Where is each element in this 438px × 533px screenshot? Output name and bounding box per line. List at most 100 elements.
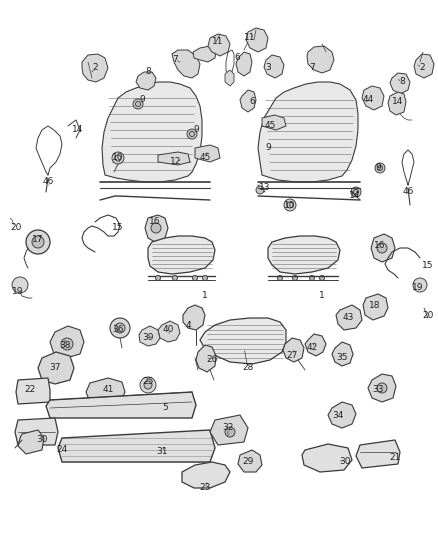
Text: 28: 28 (242, 364, 254, 373)
Text: 17: 17 (32, 236, 44, 245)
Text: 40: 40 (162, 326, 174, 335)
Polygon shape (208, 34, 230, 56)
Polygon shape (195, 145, 220, 162)
Polygon shape (390, 73, 410, 94)
Text: 45: 45 (199, 154, 211, 163)
Polygon shape (307, 46, 334, 73)
Polygon shape (238, 450, 262, 472)
Text: 43: 43 (343, 313, 354, 322)
Circle shape (155, 276, 160, 280)
Polygon shape (139, 326, 160, 346)
Text: 21: 21 (389, 454, 401, 463)
Polygon shape (305, 334, 326, 356)
Text: 25: 25 (142, 377, 154, 386)
Circle shape (26, 230, 50, 254)
Text: 38: 38 (59, 341, 71, 350)
Polygon shape (268, 236, 340, 274)
Text: 30: 30 (339, 457, 351, 466)
Circle shape (225, 427, 235, 437)
Text: 19: 19 (412, 284, 424, 293)
Text: 34: 34 (332, 410, 344, 419)
Polygon shape (328, 402, 356, 428)
Text: 27: 27 (286, 351, 298, 359)
Polygon shape (363, 294, 388, 320)
Polygon shape (236, 52, 252, 76)
Polygon shape (193, 46, 216, 62)
Circle shape (293, 276, 297, 280)
Text: 8: 8 (145, 68, 151, 77)
Text: 29: 29 (242, 457, 254, 466)
Circle shape (413, 278, 427, 292)
Polygon shape (371, 234, 395, 262)
Text: 35: 35 (336, 353, 348, 362)
Circle shape (112, 152, 124, 164)
Text: 6: 6 (234, 53, 240, 62)
Polygon shape (258, 82, 358, 182)
Text: 8: 8 (399, 77, 405, 86)
Text: 11: 11 (212, 37, 224, 46)
Circle shape (278, 276, 283, 280)
Circle shape (12, 277, 28, 293)
Polygon shape (182, 462, 230, 488)
Text: 44: 44 (362, 95, 374, 104)
Polygon shape (302, 444, 352, 472)
Text: 42: 42 (306, 343, 318, 352)
Polygon shape (362, 86, 384, 110)
Polygon shape (158, 321, 180, 342)
Polygon shape (196, 345, 216, 372)
Circle shape (115, 323, 125, 333)
Polygon shape (50, 326, 84, 358)
Polygon shape (148, 236, 215, 274)
Text: 10: 10 (284, 200, 296, 209)
Text: 2: 2 (419, 63, 425, 72)
Circle shape (61, 338, 73, 350)
Text: 46: 46 (42, 177, 54, 187)
Text: 45: 45 (264, 120, 276, 130)
Text: 20: 20 (422, 311, 434, 319)
Polygon shape (210, 415, 248, 445)
Polygon shape (388, 92, 406, 115)
Circle shape (192, 276, 198, 280)
Text: 5: 5 (162, 403, 168, 413)
Circle shape (32, 236, 44, 248)
Text: 9: 9 (139, 95, 145, 104)
Text: 36: 36 (112, 326, 124, 335)
Circle shape (140, 377, 156, 393)
Polygon shape (86, 378, 125, 406)
Polygon shape (240, 90, 256, 112)
Circle shape (110, 318, 130, 338)
Text: 4: 4 (185, 320, 191, 329)
Text: 18: 18 (369, 301, 381, 310)
Text: 41: 41 (102, 385, 114, 394)
Text: 3: 3 (265, 63, 271, 72)
Polygon shape (283, 338, 304, 362)
Polygon shape (58, 430, 215, 462)
Circle shape (377, 383, 387, 393)
Text: 11: 11 (244, 34, 256, 43)
Polygon shape (82, 54, 108, 82)
Text: 7: 7 (309, 63, 315, 72)
Text: 16: 16 (149, 217, 161, 227)
Text: 14: 14 (392, 98, 404, 107)
Polygon shape (356, 440, 400, 468)
Polygon shape (136, 72, 156, 90)
Text: 37: 37 (49, 364, 61, 373)
Text: 7: 7 (172, 55, 178, 64)
Text: 19: 19 (12, 287, 24, 296)
Polygon shape (368, 374, 396, 402)
Text: 46: 46 (403, 188, 413, 197)
Circle shape (202, 276, 208, 280)
Polygon shape (414, 54, 434, 78)
Circle shape (173, 276, 177, 280)
Circle shape (133, 99, 143, 109)
Polygon shape (145, 215, 168, 242)
Polygon shape (172, 50, 200, 78)
Polygon shape (332, 342, 353, 366)
Text: 9: 9 (265, 143, 271, 152)
Text: 26: 26 (206, 356, 218, 365)
Polygon shape (18, 430, 44, 454)
Text: 24: 24 (57, 446, 67, 455)
Text: 9: 9 (375, 164, 381, 173)
Circle shape (151, 223, 161, 233)
Text: 12: 12 (170, 157, 182, 166)
